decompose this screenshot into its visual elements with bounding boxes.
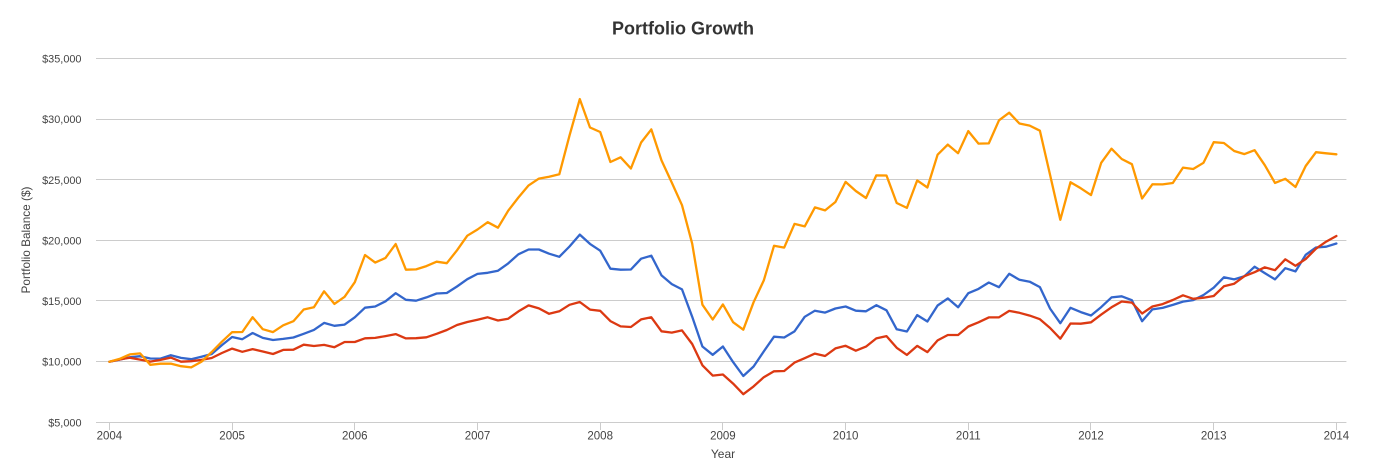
svg-text:2011: 2011 xyxy=(956,431,981,443)
svg-text:2013: 2013 xyxy=(1201,431,1227,443)
svg-text:Portfolio Growth: Portfolio Growth xyxy=(612,19,754,39)
svg-text:$35,000: $35,000 xyxy=(42,54,81,66)
svg-text:2005: 2005 xyxy=(219,431,245,443)
svg-text:$5,000: $5,000 xyxy=(48,417,81,429)
svg-text:$20,000: $20,000 xyxy=(42,235,81,247)
svg-text:2014: 2014 xyxy=(1324,431,1350,443)
svg-text:Year: Year xyxy=(711,447,735,461)
svg-text:$30,000: $30,000 xyxy=(42,114,81,126)
svg-text:Portfolio Balance ($): Portfolio Balance ($) xyxy=(19,186,33,293)
svg-text:2010: 2010 xyxy=(833,431,859,443)
svg-text:$15,000: $15,000 xyxy=(42,296,81,308)
svg-text:2004: 2004 xyxy=(97,431,123,443)
svg-text:2009: 2009 xyxy=(710,431,736,443)
svg-text:2012: 2012 xyxy=(1078,431,1104,443)
svg-text:2006: 2006 xyxy=(342,431,368,443)
svg-text:2008: 2008 xyxy=(587,431,613,443)
svg-text:2007: 2007 xyxy=(465,431,491,443)
svg-text:$10,000: $10,000 xyxy=(42,357,81,369)
svg-text:$25,000: $25,000 xyxy=(42,175,81,187)
